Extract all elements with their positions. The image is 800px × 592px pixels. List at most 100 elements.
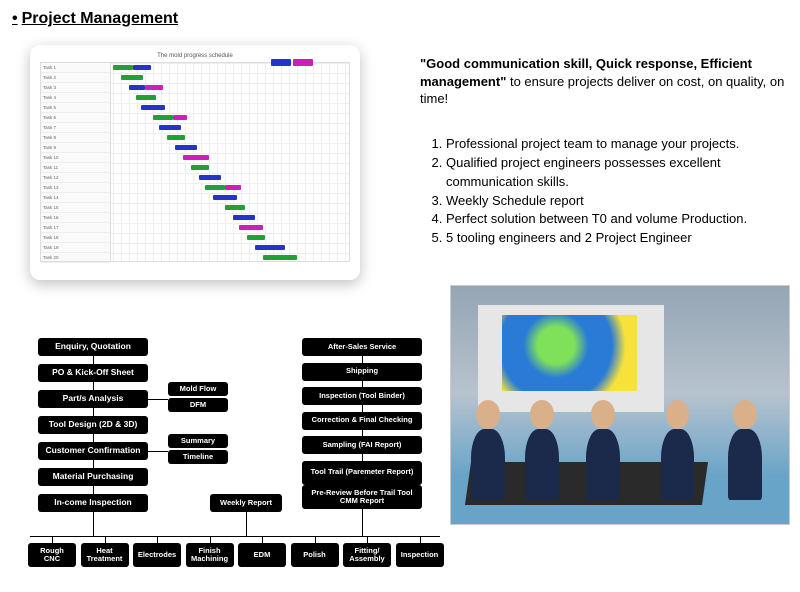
gantt-row-label: Task 14 <box>41 193 110 203</box>
flow-connector <box>93 356 94 364</box>
gantt-bar <box>239 225 263 230</box>
gantt-row-label: Task 6 <box>41 113 110 123</box>
flow-connector <box>362 509 363 536</box>
gantt-bar <box>225 185 241 190</box>
flow-connector <box>93 408 94 416</box>
flow-connector <box>52 536 53 543</box>
gantt-row-label: Task 19 <box>41 243 110 253</box>
flow-box: Material Purchasing <box>38 468 148 486</box>
bullet-item: 5 tooling engineers and 2 Project Engine… <box>446 229 790 248</box>
flow-connector <box>93 434 94 442</box>
gantt-bar <box>175 145 197 150</box>
flow-connector <box>362 405 363 412</box>
gantt-bar <box>183 155 209 160</box>
flow-connector <box>362 356 363 363</box>
gantt-legend-bar <box>293 59 313 66</box>
flow-connector <box>315 536 316 543</box>
gantt-bar <box>159 125 181 130</box>
gantt-bar <box>141 105 165 110</box>
process-flowchart: Enquiry, QuotationPO & Kick-Off SheetPar… <box>20 338 450 583</box>
gantt-bar <box>129 85 145 90</box>
page-title: Project Management <box>12 10 178 28</box>
flow-connector <box>420 536 421 543</box>
meeting-photo <box>450 285 790 525</box>
gantt-bar <box>167 135 185 140</box>
flow-box: Inspection <box>396 543 444 567</box>
flow-connector <box>93 382 94 390</box>
flow-box: Part/s Analysis <box>38 390 148 408</box>
tagline: "Good communication skill, Quick respons… <box>420 55 790 108</box>
gantt-bar <box>133 65 151 70</box>
gantt-bar <box>233 215 255 220</box>
gantt-legend-bar <box>271 59 291 66</box>
gantt-bar <box>247 235 265 240</box>
gantt-row-label: Task 4 <box>41 93 110 103</box>
gantt-bar <box>213 195 237 200</box>
flow-connector <box>367 536 368 543</box>
bullet-item: Perfect solution between T0 and volume P… <box>446 210 790 229</box>
flow-connector <box>210 536 211 543</box>
gantt-bar <box>121 75 143 80</box>
gantt-bar <box>136 95 156 100</box>
gantt-bar <box>145 85 163 90</box>
gantt-bar <box>225 205 245 210</box>
flow-connector <box>93 512 94 536</box>
gantt-bar <box>263 255 297 260</box>
flow-box: Rough CNC <box>28 543 76 567</box>
gantt-row-label: Task 18 <box>41 233 110 243</box>
gantt-row-label: Task 16 <box>41 213 110 223</box>
flow-connector <box>362 454 363 461</box>
flow-box: Timeline <box>168 450 228 464</box>
gantt-row-label: Task 1 <box>41 63 110 73</box>
gantt-row-label: Task 11 <box>41 163 110 173</box>
flow-box: Fitting/ Assembly <box>343 543 391 567</box>
flow-box: Customer Confirmation <box>38 442 148 460</box>
gantt-row-label: Task 3 <box>41 83 110 93</box>
flow-box: EDM <box>238 543 286 567</box>
flow-connector <box>105 536 106 543</box>
gantt-row-label: Task 13 <box>41 183 110 193</box>
gantt-row-label: Task 8 <box>41 133 110 143</box>
flow-box: Enquiry, Quotation <box>38 338 148 356</box>
flow-connector <box>157 536 158 543</box>
flow-box: Pre-Review Before Trail Tool CMM Report <box>302 485 422 509</box>
flow-box: Summary <box>168 434 228 448</box>
gantt-row-label: Task 15 <box>41 203 110 213</box>
bullet-item: Professional project team to manage your… <box>446 135 790 154</box>
gantt-grid: Task 1Task 2Task 3Task 4Task 5Task 6Task… <box>40 62 350 262</box>
flow-connector <box>246 512 247 536</box>
gantt-bar <box>199 175 221 180</box>
bullet-item: Qualified project engineers possesses ex… <box>446 154 790 192</box>
bullet-item: Weekly Schedule report <box>446 192 790 211</box>
gantt-row-label: Task 5 <box>41 103 110 113</box>
flow-box: DFM <box>168 398 228 412</box>
flow-connector <box>30 536 440 537</box>
flow-connector <box>148 451 168 452</box>
gantt-bar <box>113 65 133 70</box>
flow-box: Finish Machining <box>186 543 234 567</box>
flow-box: Polish <box>291 543 339 567</box>
gantt-bar <box>205 185 225 190</box>
gantt-row-label: Task 7 <box>41 123 110 133</box>
gantt-bar <box>153 115 173 120</box>
gantt-row-label: Task 10 <box>41 153 110 163</box>
flow-connector <box>93 486 94 494</box>
flow-connector <box>93 460 94 468</box>
gantt-chart: The mold progress schedule Task 1Task 2T… <box>30 45 360 280</box>
gantt-row-label: Task 12 <box>41 173 110 183</box>
gantt-row-label: Task 9 <box>41 143 110 153</box>
flow-connector <box>262 536 263 543</box>
gantt-bar <box>173 115 187 120</box>
gantt-label-column: Task 1Task 2Task 3Task 4Task 5Task 6Task… <box>41 63 111 261</box>
flow-box: In-come Inspection <box>38 494 148 512</box>
flow-box: Electrodes <box>133 543 181 567</box>
flow-box: Heat Treatment <box>81 543 129 567</box>
gantt-row-label: Task 2 <box>41 73 110 83</box>
flow-box: Mold Flow <box>168 382 228 396</box>
gantt-bar <box>191 165 209 170</box>
flow-box: Tool Design (2D & 3D) <box>38 416 148 434</box>
flow-connector <box>148 399 168 400</box>
gantt-row-label: Task 20 <box>41 253 110 263</box>
bullet-list: Professional project team to manage your… <box>420 135 790 248</box>
gantt-row-label: Task 17 <box>41 223 110 233</box>
